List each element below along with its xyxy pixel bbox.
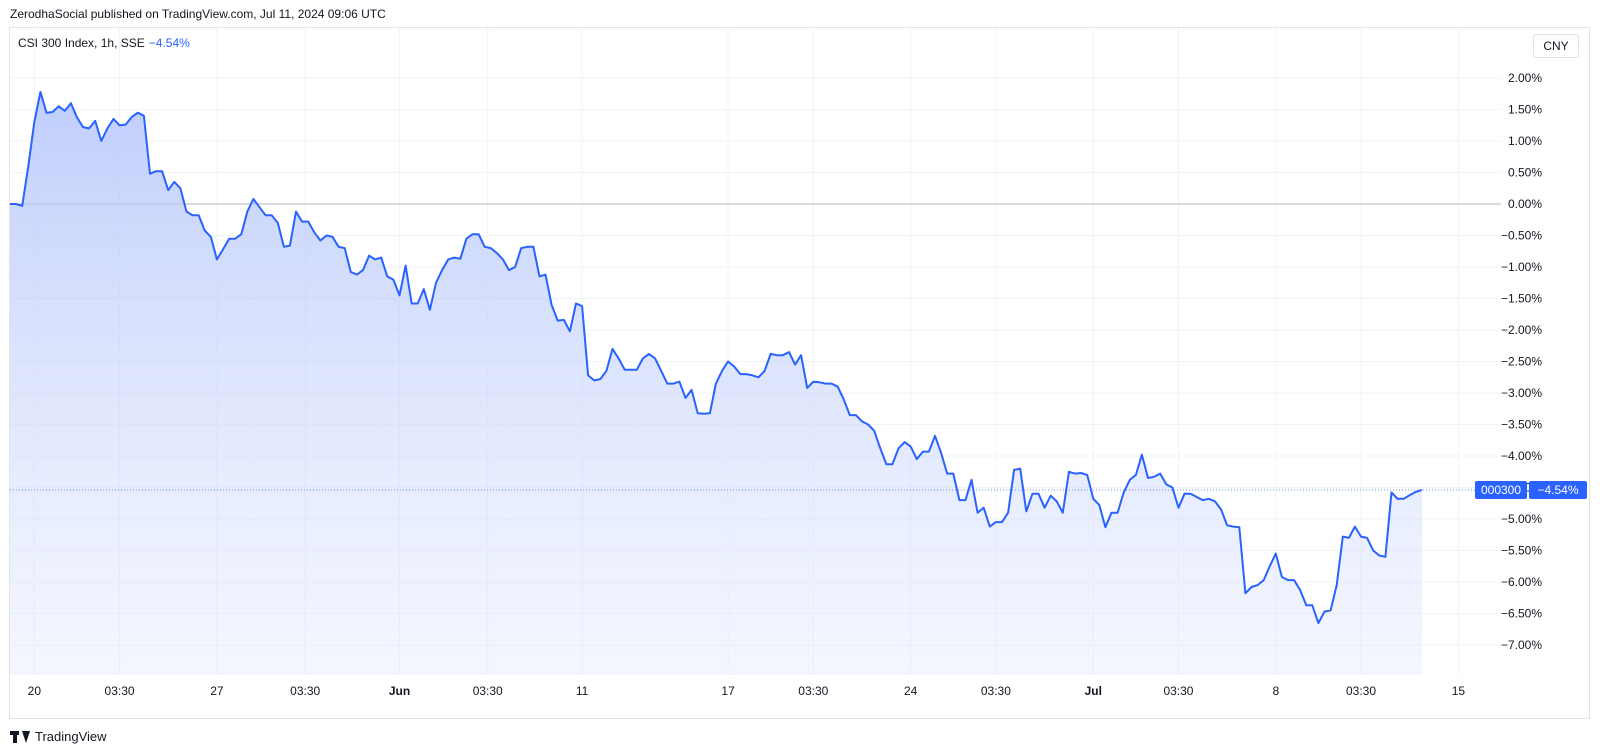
chart-legend[interactable]: CSI 300 Index, 1h, SSE −4.54% xyxy=(18,36,190,50)
x-tick-label: 03:30 xyxy=(473,684,503,698)
tradingview-logo-icon xyxy=(10,730,30,743)
x-tick-label: 24 xyxy=(904,684,918,698)
y-tick-label: −4.00% xyxy=(1501,449,1542,463)
y-axis[interactable]: 2.00% 1.50% 1.00% 0.50% 0.00% −0.50% −1.00% −1.… xyxy=(1501,71,1542,652)
y-tick-label: −3.50% xyxy=(1501,418,1542,432)
y-tick-label: −7.00% xyxy=(1501,638,1542,652)
x-tick-label: 15 xyxy=(1452,684,1466,698)
symbol-badge-text: 000300 xyxy=(1481,483,1521,497)
series-csi300 xyxy=(10,90,1423,675)
series-line xyxy=(10,90,1423,624)
price-badges: 000300 −4.54% xyxy=(1475,481,1587,500)
x-tick-label: 03:30 xyxy=(981,684,1011,698)
footer-brand-text: TradingView xyxy=(35,729,107,744)
x-tick-label: 27 xyxy=(210,684,224,698)
y-tick-label: −6.50% xyxy=(1501,607,1542,621)
legend-change: −4.54% xyxy=(148,36,190,50)
y-tick-label: −3.00% xyxy=(1501,386,1542,400)
y-tick-label: −5.50% xyxy=(1501,544,1542,558)
value-badge-text: −4.54% xyxy=(1537,483,1578,497)
y-tick-label: −5.00% xyxy=(1501,512,1542,526)
x-tick-label: Jul xyxy=(1085,684,1102,698)
value-badge xyxy=(1529,481,1587,500)
y-tick-label: −1.00% xyxy=(1501,260,1542,274)
chart-frame xyxy=(9,27,1590,719)
series-area xyxy=(10,91,1422,675)
y-tick-label: 0.00% xyxy=(1508,197,1542,211)
y-tick-label: −2.50% xyxy=(1501,355,1542,369)
y-tick-label: −6.00% xyxy=(1501,575,1542,589)
y-tick-label: 1.50% xyxy=(1508,103,1542,117)
x-tick-label: 03:30 xyxy=(290,684,320,698)
x-axis[interactable]: 20 03:30 27 03:30 Jun 03:30 11 17 03:30 24 03:30 Ju… xyxy=(28,684,1466,698)
x-tick-label: 11 xyxy=(576,684,589,698)
x-tick-label: 03:30 xyxy=(1346,684,1376,698)
x-tick-label: 03:30 xyxy=(1163,684,1193,698)
x-tick-label: 8 xyxy=(1272,684,1279,698)
footer-branding[interactable]: TradingView xyxy=(10,729,107,744)
y-tick-label: 2.00% xyxy=(1508,71,1542,85)
symbol-badge xyxy=(1475,481,1527,500)
y-tick-label: 0.50% xyxy=(1508,166,1542,180)
x-tick-label: 17 xyxy=(721,684,735,698)
x-tick-label: 03:30 xyxy=(105,684,135,698)
currency-button[interactable]: CNY xyxy=(1533,34,1579,58)
x-tick-label: Jun xyxy=(389,684,410,698)
x-tick-label: 20 xyxy=(28,684,42,698)
y-tick-label: 1.00% xyxy=(1508,134,1542,148)
y-tick-label: −2.00% xyxy=(1501,323,1542,337)
publisher-line: ZerodhaSocial published on TradingView.c… xyxy=(10,7,386,21)
y-tick-label: −0.50% xyxy=(1501,229,1542,243)
x-tick-label: 03:30 xyxy=(798,684,828,698)
legend-title: CSI 300 Index, 1h, SSE xyxy=(18,36,145,50)
y-tick-label: −1.50% xyxy=(1501,292,1542,306)
